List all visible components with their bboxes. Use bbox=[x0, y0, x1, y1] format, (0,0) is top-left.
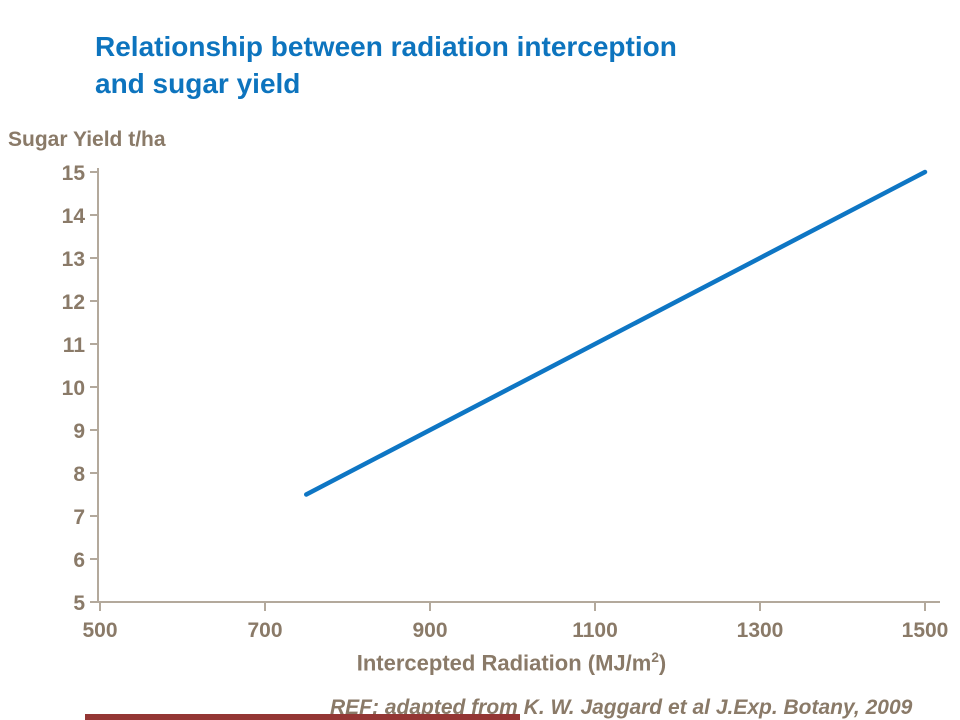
x-tick-label: 1500 bbox=[902, 619, 949, 642]
x-axis-label-superscript: 2 bbox=[651, 650, 659, 665]
x-tick-label: 900 bbox=[412, 619, 447, 642]
y-tick-label: 8 bbox=[73, 463, 85, 486]
reference-citation: REF: adapted from K. W. Jaggard et al J.… bbox=[330, 696, 913, 719]
y-tick-label: 15 bbox=[62, 162, 86, 185]
y-tick-label: 6 bbox=[73, 549, 85, 572]
y-tick-label: 13 bbox=[62, 248, 85, 271]
y-tick-label: 7 bbox=[73, 506, 85, 529]
x-axis-label: Intercepted Radiation (MJ/m2) bbox=[98, 650, 925, 676]
x-axis-label-close: ) bbox=[658, 650, 667, 676]
page-title-line-1: Relationship between radiation intercept… bbox=[95, 31, 677, 62]
y-tick-label: 11 bbox=[63, 334, 86, 357]
x-tick-label: 1300 bbox=[737, 619, 784, 642]
y-tick-label: 14 bbox=[62, 205, 86, 228]
y-tick-label: 10 bbox=[62, 377, 85, 400]
page-title: Relationship between radiation intercept… bbox=[95, 28, 815, 102]
x-tick-label: 500 bbox=[82, 619, 117, 642]
data-series-line bbox=[304, 169, 928, 497]
y-axis-title: Sugar Yield t/ha bbox=[8, 128, 166, 151]
y-tick-label: 5 bbox=[73, 592, 85, 615]
y-tick-label: 12 bbox=[62, 291, 85, 314]
x-axis-label-main: Intercepted Radiation (MJ/m bbox=[356, 650, 652, 676]
y-tick-label: 9 bbox=[73, 420, 85, 443]
x-tick-label: 1100 bbox=[572, 619, 618, 642]
x-tick-label: 700 bbox=[247, 619, 282, 642]
footer-accent-bar bbox=[85, 714, 520, 720]
page-title-line-2: and sugar yield bbox=[95, 68, 301, 99]
